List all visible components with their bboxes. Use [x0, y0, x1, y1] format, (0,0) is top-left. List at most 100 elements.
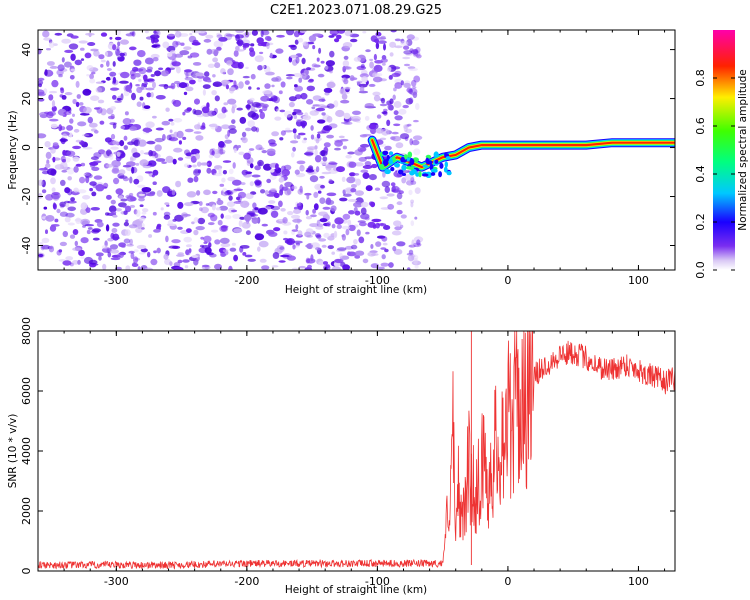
y-tick-label: 6000	[20, 377, 33, 405]
noise-blob	[303, 115, 311, 120]
noise-blob	[153, 57, 159, 61]
noise-blob	[270, 188, 276, 192]
noise-blob	[205, 35, 213, 39]
noise-blob	[166, 68, 175, 71]
noise-blob	[286, 28, 294, 35]
noise-blob	[75, 241, 78, 247]
noise-blob	[72, 247, 81, 251]
noise-blob	[45, 215, 54, 222]
noise-blob	[55, 164, 64, 170]
noise-blob	[93, 50, 100, 56]
noise-blob	[260, 259, 267, 263]
noise-blob	[119, 176, 127, 179]
noise-blob	[210, 49, 219, 54]
noise-blob	[136, 210, 141, 217]
noise-blob	[53, 142, 59, 146]
noise-blob	[302, 122, 306, 128]
noise-blob	[119, 140, 124, 146]
noise-blob	[142, 208, 148, 212]
noise-blob	[109, 154, 114, 160]
noise-blob	[229, 87, 236, 91]
noise-blob	[321, 61, 325, 64]
snr-xlabel: Height of straight line (km)	[285, 584, 427, 596]
noise-blob	[206, 203, 209, 206]
noise-blob	[355, 190, 364, 196]
noise-blob	[360, 86, 365, 92]
noise-blob	[120, 199, 127, 202]
noise-blob	[61, 39, 71, 44]
noise-blob	[146, 88, 155, 91]
noise-blob	[101, 60, 106, 63]
noise-blob	[137, 245, 147, 249]
noise-blob	[95, 184, 104, 191]
noise-blob	[403, 83, 411, 88]
x-tick-label: -200	[234, 274, 259, 287]
noise-blob	[352, 111, 361, 115]
noise-blob	[183, 237, 192, 243]
noise-blob	[276, 109, 279, 112]
noise-blob	[369, 174, 377, 180]
noise-blob	[98, 256, 102, 261]
noise-blob	[155, 144, 162, 151]
noise-blob	[115, 49, 120, 56]
noise-blob	[153, 250, 157, 253]
ridge-speckle	[410, 158, 415, 165]
noise-blob	[178, 252, 184, 255]
noise-blob	[221, 213, 224, 218]
noise-blob	[123, 210, 127, 215]
noise-blob	[101, 32, 107, 36]
noise-blob	[323, 207, 331, 210]
noise-blob	[105, 51, 108, 56]
noise-blob	[65, 92, 73, 95]
noise-blob	[233, 228, 242, 233]
noise-blob	[317, 133, 321, 138]
noise-blob	[169, 261, 172, 266]
noise-blob	[88, 117, 93, 124]
noise-blob	[96, 82, 104, 84]
noise-blob	[341, 122, 350, 124]
noise-blob	[183, 46, 191, 50]
noise-blob	[298, 133, 306, 136]
noise-blob	[222, 107, 227, 114]
noise-blob	[64, 50, 73, 53]
noise-blob	[198, 78, 202, 82]
noise-blob	[382, 181, 390, 188]
colorbar-tick-label: 0.8	[694, 69, 707, 87]
ridge-speckle	[394, 163, 400, 168]
noise-blob	[187, 191, 197, 197]
noise-blob	[125, 229, 131, 236]
noise-blob	[279, 184, 283, 191]
noise-blob	[49, 41, 55, 48]
noise-blob	[89, 181, 97, 186]
noise-blob	[112, 141, 118, 146]
noise-blob	[238, 145, 241, 148]
noise-blob	[346, 229, 350, 235]
noise-blob	[175, 31, 182, 38]
noise-blob	[35, 89, 45, 95]
noise-blob	[66, 151, 75, 157]
noise-blob	[381, 98, 385, 104]
noise-blob	[133, 60, 141, 66]
noise-blob	[277, 173, 284, 176]
x-tick-label: -300	[104, 274, 129, 287]
noise-blob	[89, 33, 92, 37]
noise-blob	[259, 52, 263, 54]
noise-blob	[226, 60, 233, 65]
noise-blob	[281, 81, 286, 87]
noise-blob	[242, 132, 246, 138]
noise-blob	[220, 184, 225, 187]
noise-blob	[167, 224, 176, 227]
noise-blob	[115, 37, 122, 40]
noise-blob	[235, 46, 240, 51]
noise-blob	[406, 98, 413, 105]
ridge-speckle	[435, 160, 439, 164]
noise-blob	[383, 243, 388, 246]
noise-blob	[112, 223, 119, 227]
noise-blob	[134, 73, 141, 78]
noise-blob	[267, 37, 272, 41]
noise-blob	[152, 116, 157, 119]
snr-content	[38, 331, 675, 569]
noise-blob	[227, 99, 236, 105]
noise-blob	[275, 48, 283, 53]
noise-blob	[94, 175, 102, 179]
